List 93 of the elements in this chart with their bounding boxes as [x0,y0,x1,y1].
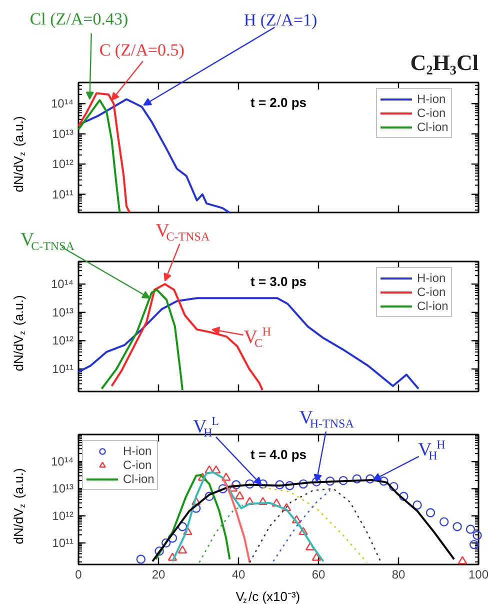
legend-label: H-ion [123,444,152,458]
point [212,465,221,474]
point [232,480,241,490]
legend-label: Cl-ion [417,299,448,313]
legend-label: C-ion [417,106,446,120]
legend-label: C-ion [417,285,446,299]
point [178,522,188,532]
point [198,472,208,481]
point [222,472,231,481]
point [154,546,164,556]
line-series [100,288,184,392]
point [472,530,482,540]
point [306,542,315,550]
y-tick-label: 10¹⁴ [51,96,74,111]
point [218,484,228,494]
line-series [198,504,244,564]
point [399,492,408,502]
point [204,465,214,474]
point [466,524,476,534]
point [379,476,388,486]
legend-label: H-ion [417,92,446,106]
line-series [272,490,331,562]
y-axis-title: dN/dVz (a.u.) [11,116,27,192]
point [298,526,308,536]
point [258,496,268,506]
annotation: H (Z/A=1) [244,10,318,30]
y-tick-label: 10¹¹ [52,362,74,376]
point [168,534,178,543]
point [440,517,449,526]
point [272,498,282,507]
point [326,476,335,486]
annotation: Cl (Z/A=0.43) [30,10,128,29]
point [285,481,294,490]
chart-title: C₂H₃Cl [410,50,479,75]
x-tick-label: 0 [75,568,82,582]
point [204,492,214,502]
y-axis-title: dN/dVz (a.u.) [11,468,27,544]
line-series [249,488,382,564]
line-series [78,92,131,214]
point [136,554,146,564]
point [366,474,375,484]
y-tick-label: 10¹¹ [52,536,74,550]
y-tick-label: 10¹³ [52,305,74,320]
point [245,479,254,489]
y-axis-title: dN/dVz (a.u.) [11,295,27,372]
point [275,480,284,490]
point [426,508,436,518]
point [338,476,348,486]
point [312,477,322,486]
annotation: C (Z/A=0.5) [99,40,184,60]
legend-label: C-ion [123,458,152,472]
x-tick-label: 20 [152,568,166,582]
line-series [78,297,420,390]
point [452,522,462,532]
point [192,504,201,513]
line-series [78,99,121,214]
point [162,538,171,548]
point [312,552,322,561]
annotation: t = 3.0 ps [250,274,306,289]
x-tick-label: 100 [468,568,489,582]
point [282,503,292,512]
y-tick-label: 10¹³ [52,482,74,496]
annotation: t = 4.0 ps [250,447,306,462]
point [235,491,244,500]
line-series [154,474,231,560]
y-tick-label: 10¹² [52,334,74,348]
point [245,496,254,506]
point [183,526,192,536]
y-tick-label: 10¹⁴ [51,277,74,292]
y-tick-label: 10¹⁴ [51,454,74,469]
x-tick-label: 80 [392,568,406,582]
legend-label: Cl-ion [417,120,448,134]
line-series [78,98,230,214]
point [458,556,468,564]
line-series [262,486,368,564]
x-tick-label: 40 [232,568,246,582]
legend-label: H-ion [417,271,446,285]
point [258,479,268,489]
point [389,482,398,492]
point [470,540,479,550]
point [352,474,362,484]
y-tick-label: 10¹¹ [52,187,74,202]
y-tick-label: 10¹² [52,157,74,172]
point [178,545,188,554]
point [298,479,308,489]
x-tick-label: 60 [312,568,326,582]
point [412,500,422,510]
y-tick-label: 10¹³ [52,126,74,141]
point [292,515,302,524]
annotation: t = 2.0 ps [250,95,306,110]
legend-label: Cl-ion [123,472,154,486]
point [168,552,178,561]
y-tick-label: 10¹² [52,508,74,523]
